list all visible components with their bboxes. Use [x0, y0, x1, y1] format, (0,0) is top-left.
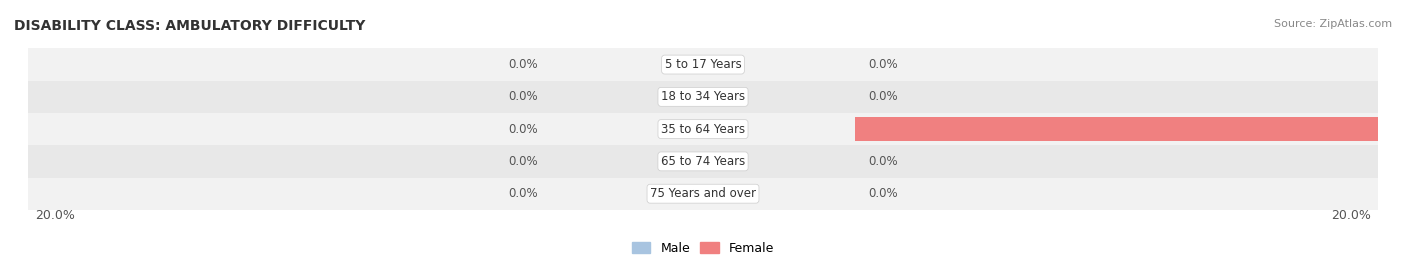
Legend: Male, Female: Male, Female [627, 237, 779, 260]
Bar [28, 145, 1378, 178]
Text: 0.0%: 0.0% [869, 58, 898, 71]
Text: Source: ZipAtlas.com: Source: ZipAtlas.com [1274, 19, 1392, 29]
Text: 18 to 34 Years: 18 to 34 Years [661, 90, 745, 103]
Text: DISABILITY CLASS: AMBULATORY DIFFICULTY: DISABILITY CLASS: AMBULATORY DIFFICULTY [14, 19, 366, 33]
Text: 0.0%: 0.0% [869, 187, 898, 200]
Text: 0.0%: 0.0% [508, 187, 537, 200]
Bar [28, 113, 1378, 145]
Text: 0.0%: 0.0% [869, 90, 898, 103]
Bar [28, 178, 1378, 210]
Text: 0.0%: 0.0% [508, 123, 537, 136]
Text: 35 to 64 Years: 35 to 64 Years [661, 123, 745, 136]
Text: 0.0%: 0.0% [508, 90, 537, 103]
Text: 20.0%: 20.0% [35, 209, 75, 222]
Bar [28, 48, 1378, 81]
Text: 0.0%: 0.0% [508, 58, 537, 71]
Text: 0.0%: 0.0% [508, 155, 537, 168]
Text: 5 to 17 Years: 5 to 17 Years [665, 58, 741, 71]
Text: 65 to 74 Years: 65 to 74 Years [661, 155, 745, 168]
Bar [855, 118, 1406, 141]
Text: 0.0%: 0.0% [869, 155, 898, 168]
Bar [28, 81, 1378, 113]
Text: 20.0%: 20.0% [1331, 209, 1371, 222]
Text: 75 Years and over: 75 Years and over [650, 187, 756, 200]
